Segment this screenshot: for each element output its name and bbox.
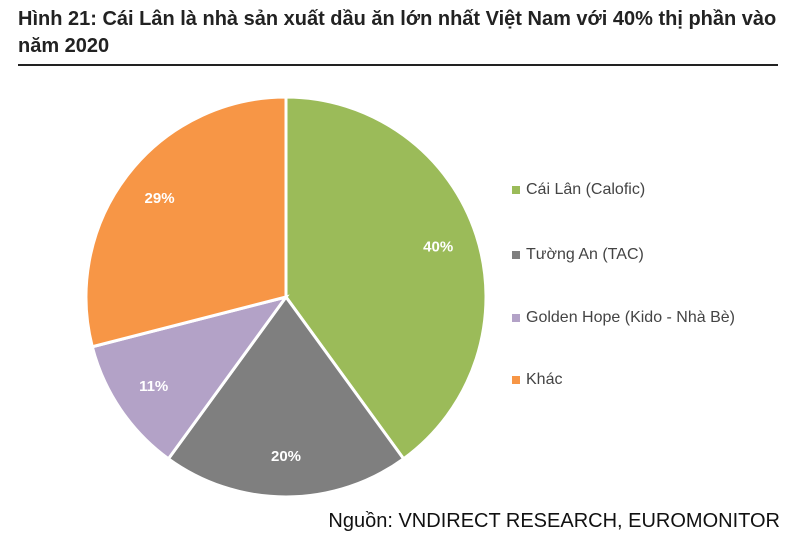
legend-label: Khác [526,371,562,388]
legend-swatch [512,314,520,322]
legend-label: Tường An (TAC) [526,246,644,263]
data-label: 29% [145,190,175,207]
pie-slice [166,294,406,499]
legend-swatch [512,186,520,194]
pie-slice [90,294,290,461]
data-label: 20% [271,448,301,465]
chart-title: Hình 21: Cái Lân là nhà sản xuất dầu ăn … [18,6,778,66]
pie-slice [84,95,288,349]
legend-swatch [512,251,520,259]
legend-label: Cái Lân (Calofic) [526,181,645,198]
data-label: 11% [139,378,168,395]
pie-slice [284,95,488,461]
source: Nguồn: VNDIRECT RESEARCH, EUROMONITOR [328,510,780,532]
data-label: 40% [423,239,453,256]
legend-label: Golden Hope (Kido - Nhà Bè) [526,309,735,326]
legend-swatch [512,376,520,384]
